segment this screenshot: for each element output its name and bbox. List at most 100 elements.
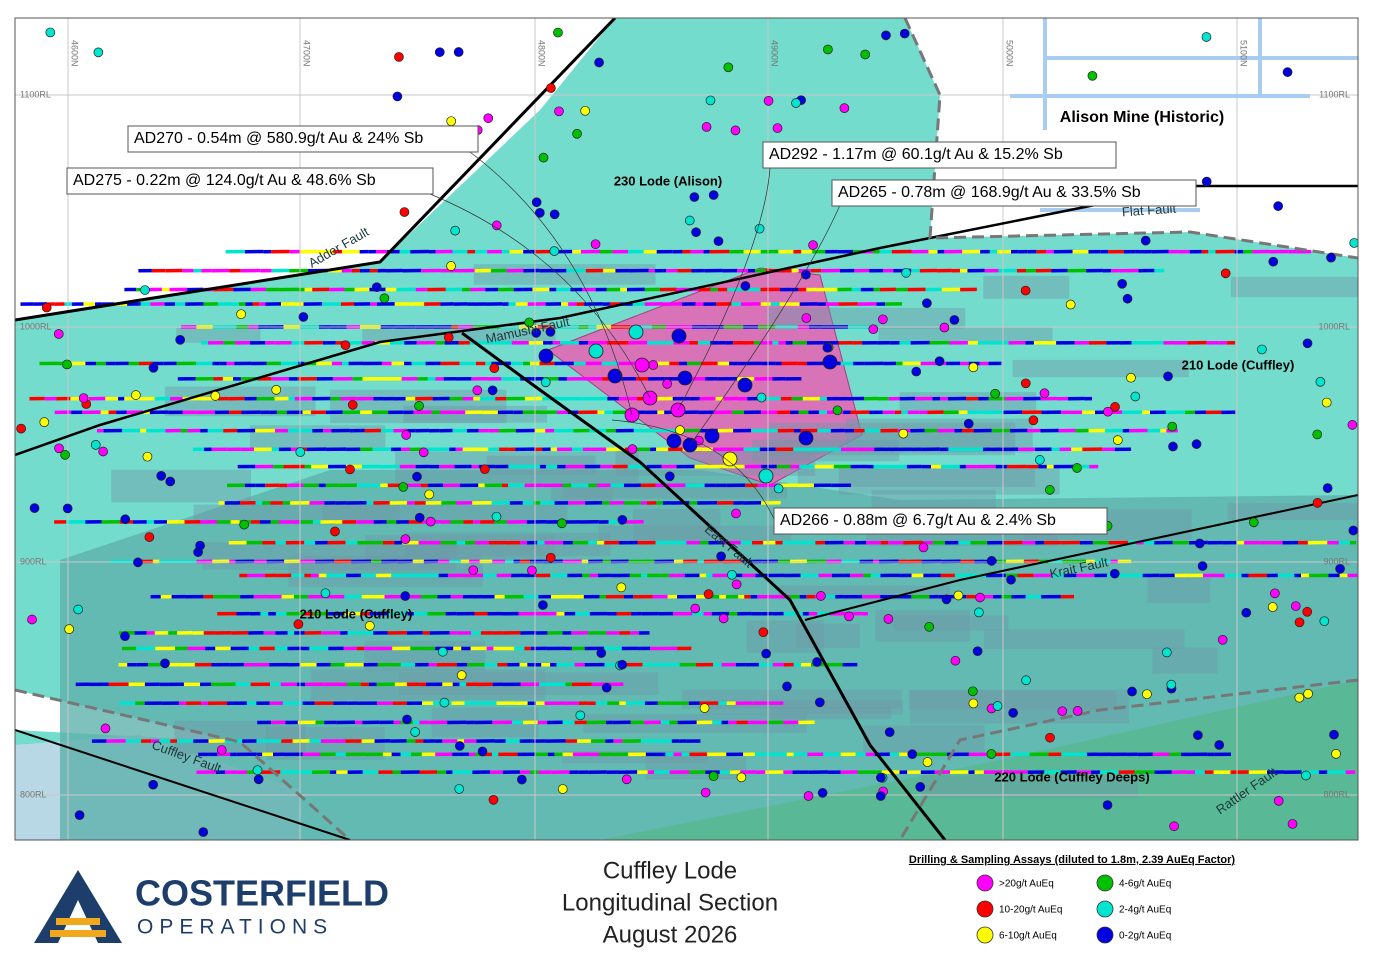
drill-point	[925, 622, 934, 631]
drill-point	[30, 504, 39, 513]
drill-point	[717, 552, 726, 561]
drill-point	[1295, 618, 1304, 627]
drill-point	[1046, 733, 1055, 742]
drill-point	[1164, 372, 1173, 381]
drill-point	[1332, 749, 1341, 758]
legend-label: 2-4g/t AuEq	[1119, 905, 1171, 916]
drill-point	[546, 553, 555, 562]
drill-point	[1072, 463, 1081, 472]
grid-label: 4900N	[770, 40, 780, 67]
drill-point	[576, 711, 585, 720]
lode-label: 210 Lode (Cuffley)	[1182, 357, 1295, 372]
title: Cuffley Lode Longitudinal Section August…	[562, 857, 778, 948]
drill-point	[899, 429, 908, 438]
grid-label: 5100N	[1239, 40, 1249, 67]
drill-point	[1198, 562, 1207, 571]
drill-point	[1021, 379, 1030, 388]
logo-mark	[56, 918, 100, 925]
drill-point	[1303, 339, 1312, 348]
legend-label: 4-6g/t AuEq	[1119, 879, 1171, 890]
stope	[747, 620, 824, 653]
drill-point	[878, 315, 887, 324]
drill-point	[217, 746, 226, 755]
drill-point	[902, 268, 911, 277]
drill-point	[1123, 294, 1132, 303]
drill-point	[1323, 484, 1332, 493]
drill-point	[1066, 300, 1075, 309]
drill-point	[557, 519, 566, 528]
drill-point	[75, 811, 84, 820]
drill-point	[635, 358, 649, 372]
drill-point	[759, 469, 773, 483]
title-line: August 2026	[603, 921, 738, 948]
drill-point	[539, 153, 548, 162]
logo-name: COSTERFIELD	[135, 873, 389, 914]
drill-point	[823, 355, 837, 369]
drill-point	[759, 628, 768, 637]
logo: COSTERFIELD OPERATIONS	[34, 870, 389, 943]
legend-swatch	[977, 875, 993, 891]
drill-point	[415, 401, 424, 410]
drill-point	[757, 393, 766, 402]
legend: Drilling & Sampling Assays (diluted to 1…	[909, 854, 1236, 943]
drill-point	[425, 490, 434, 499]
drill-point	[1168, 442, 1177, 451]
drill-point	[1215, 740, 1224, 749]
drill-point	[1249, 518, 1258, 527]
stope	[682, 690, 902, 709]
drill-point	[581, 106, 590, 115]
drill-point	[272, 385, 281, 394]
drill-point	[1316, 377, 1325, 386]
grid-label: 5000N	[1005, 40, 1015, 67]
drill-point	[176, 335, 185, 344]
title-line: Longitudinal Section	[562, 889, 778, 916]
drill-point	[709, 772, 718, 781]
drill-point	[815, 698, 824, 707]
drill-point	[372, 283, 381, 292]
drill-point	[705, 429, 719, 443]
grid-label: 800RL	[1323, 789, 1350, 799]
drill-point	[704, 590, 713, 599]
stope	[910, 690, 1129, 724]
mine-label: Alison Mine (Historic)	[1060, 109, 1224, 126]
drill-point	[401, 592, 410, 601]
legend-swatch	[977, 901, 993, 917]
drill-point	[484, 114, 493, 123]
drill-point	[727, 570, 736, 579]
drill-point	[628, 445, 637, 454]
drill-point	[394, 52, 403, 61]
drill-point	[869, 325, 878, 334]
drill-point	[723, 452, 737, 466]
drill-point	[799, 431, 813, 445]
stope	[474, 264, 656, 285]
lode-label: 230 Lode (Alison)	[614, 173, 722, 188]
drill-point	[121, 515, 130, 524]
drill-point	[415, 513, 424, 522]
drill-point	[411, 727, 420, 736]
drill-point	[942, 595, 951, 604]
drill-point	[143, 452, 152, 461]
drill-point	[908, 750, 917, 759]
drill-point	[618, 515, 627, 524]
drill-point	[541, 378, 550, 387]
drill-point	[597, 649, 606, 658]
stope	[176, 328, 260, 343]
drill-point	[1131, 392, 1140, 401]
drill-point	[46, 28, 55, 37]
annotation: AD292 - 1.17m @ 60.1g/t Au & 15.2% Sb	[769, 146, 1063, 163]
drill-point	[166, 477, 175, 486]
drill-point	[1126, 373, 1135, 382]
drill-point	[804, 791, 813, 800]
drill-point	[840, 104, 849, 113]
grid-label: 1100RL	[20, 89, 51, 99]
drill-point	[438, 647, 447, 656]
legend-label: 6-10g/t AuEq	[999, 931, 1057, 942]
drill-point	[709, 191, 718, 200]
drill-point	[440, 698, 449, 707]
drill-point	[1192, 440, 1201, 449]
drill-point	[1274, 796, 1283, 805]
drill-point	[455, 741, 464, 750]
drill-point	[1274, 202, 1283, 211]
drill-point	[348, 400, 357, 409]
legend-title: Drilling & Sampling Assays (diluted to 1…	[909, 854, 1236, 866]
